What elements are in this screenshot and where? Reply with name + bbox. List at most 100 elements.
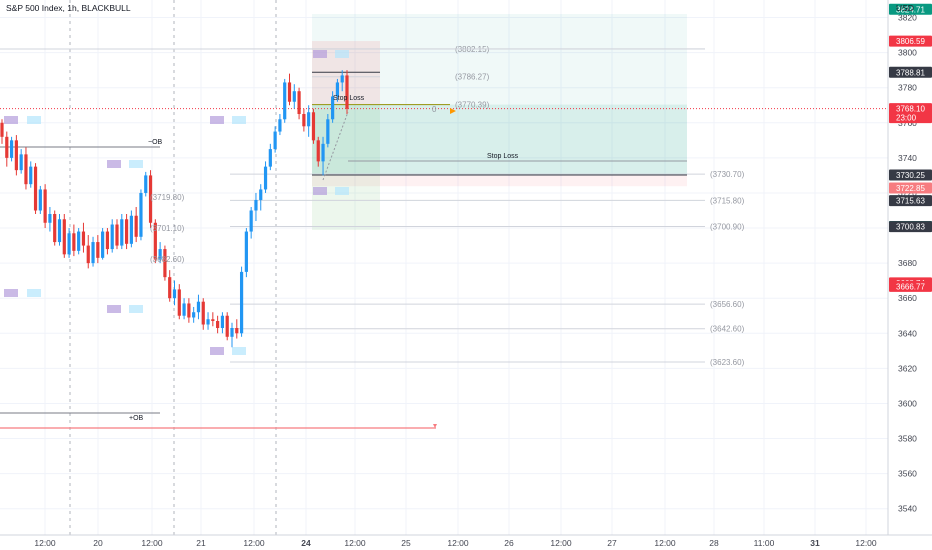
inner-level-label: (3701.10)	[150, 224, 185, 233]
price-tag-value: 3768.10	[896, 105, 925, 114]
candle-body	[105, 231, 110, 250]
time-tick-label: 24	[301, 538, 311, 548]
inner-level-label: (3682.60)	[150, 255, 185, 264]
candle-body	[177, 289, 181, 316]
zero-marker: 0	[432, 105, 437, 114]
candle-body	[297, 91, 301, 115]
candle-body	[33, 166, 38, 211]
price-tick-label: 3780	[898, 83, 917, 93]
order-block-marker	[27, 289, 41, 297]
candle-body	[110, 224, 114, 250]
price-tag-value: 3788.81	[896, 68, 925, 77]
candle-body	[29, 166, 33, 185]
candle-body	[331, 96, 335, 120]
candle-body	[273, 131, 277, 150]
currency-label: USD	[896, 3, 914, 13]
candle-body	[96, 242, 100, 258]
candle-body	[239, 271, 244, 334]
candle-body	[302, 114, 306, 127]
price-tick-label: 3560	[898, 469, 917, 479]
price-tag-bg	[889, 221, 932, 233]
candle-body	[24, 154, 28, 185]
candle-body	[263, 166, 268, 190]
price-tick-label: 3820	[898, 13, 917, 23]
candle-body	[62, 219, 66, 255]
price-level-label: (3770.39)	[455, 101, 490, 110]
time-tick-label: 27	[607, 538, 617, 548]
price-tag-bg	[889, 35, 932, 47]
price-tag-bg	[889, 66, 932, 78]
candle-body	[139, 192, 143, 237]
candle-body	[211, 319, 215, 321]
entry-zone	[312, 104, 380, 230]
candle-body	[14, 140, 18, 171]
candle-body	[259, 189, 263, 200]
candle-body	[57, 219, 62, 243]
stop-zone-bottom	[312, 174, 687, 187]
profit-zone	[312, 104, 687, 175]
candle-body	[335, 82, 340, 97]
candle-body	[220, 315, 225, 329]
grid-layer	[0, 0, 888, 535]
order-block-marker	[129, 160, 143, 168]
candle-body	[278, 119, 282, 132]
time-tick-label: 25	[401, 538, 411, 548]
order-block-marker	[129, 305, 143, 313]
price-tick-label: 3620	[898, 363, 917, 373]
candle-body	[67, 233, 71, 255]
price-tick-label: 3740	[898, 153, 917, 163]
candle-body	[91, 242, 95, 264]
candle-body	[321, 143, 325, 162]
time-axis[interactable]: 12:00 20 12:00 21 12:00 24 12:00 25 12:00 26 12:00…	[34, 538, 877, 548]
time-tick-label: 12:00	[243, 538, 265, 548]
candle-body	[9, 140, 14, 158]
order-block-marker	[313, 50, 327, 58]
candle-body	[244, 231, 248, 272]
candle-body	[158, 249, 162, 260]
price-level-label: (3656.60)	[710, 300, 745, 309]
candle-body	[268, 149, 272, 167]
order-block-marker	[107, 305, 121, 313]
price-tag-value: 3806.59	[896, 37, 925, 46]
time-tick-label: 12:00	[855, 538, 877, 548]
candle-body	[81, 231, 86, 246]
candle-body	[225, 315, 229, 337]
price-tick-label: 3680	[898, 258, 917, 268]
zone-layer	[4, 14, 687, 355]
order-block-marker	[313, 187, 327, 195]
candle-body	[292, 91, 296, 102]
annotation-layer: −OB +OB Stop Loss Stop Loss 0 (3719.80) (3701.…	[129, 95, 519, 428]
time-tick-label: 12:00	[550, 538, 572, 548]
candle-body	[86, 245, 90, 264]
order-block-marker	[335, 50, 349, 58]
order-block-marker	[210, 116, 224, 124]
candle-body	[254, 199, 258, 211]
candle-body	[5, 136, 9, 158]
price-tick-label: 3660	[898, 293, 917, 303]
chart-title: S&P 500 Index, 1h, BLACKBULL	[6, 3, 131, 13]
candle-body	[144, 175, 148, 193]
price-level-label: (3786.27)	[455, 73, 490, 82]
candle-body	[201, 301, 205, 325]
candle-body	[0, 122, 4, 137]
candle-body	[345, 75, 349, 109]
candle-body	[101, 231, 105, 258]
candle-body	[340, 75, 344, 83]
order-block-marker	[107, 160, 121, 168]
minus-ob-label: −OB	[148, 139, 163, 146]
price-tag-value: 3666.77	[896, 282, 925, 291]
time-tick-label: 21	[196, 538, 206, 548]
price-level-label: (3700.90)	[710, 222, 745, 231]
price-tick-label: 3800	[898, 48, 917, 58]
price-axis[interactable]: 3540356035803600362036403660368037003720…	[898, 13, 917, 514]
candle-body	[53, 214, 57, 243]
price-level-label: (3730.70)	[710, 170, 745, 179]
candle-body	[38, 189, 42, 211]
candle-body	[72, 233, 76, 251]
time-tick-label: 20	[93, 538, 103, 548]
order-block-marker	[335, 187, 349, 195]
candle-body	[19, 154, 23, 171]
price-tag-value: 3824.71	[896, 5, 925, 14]
